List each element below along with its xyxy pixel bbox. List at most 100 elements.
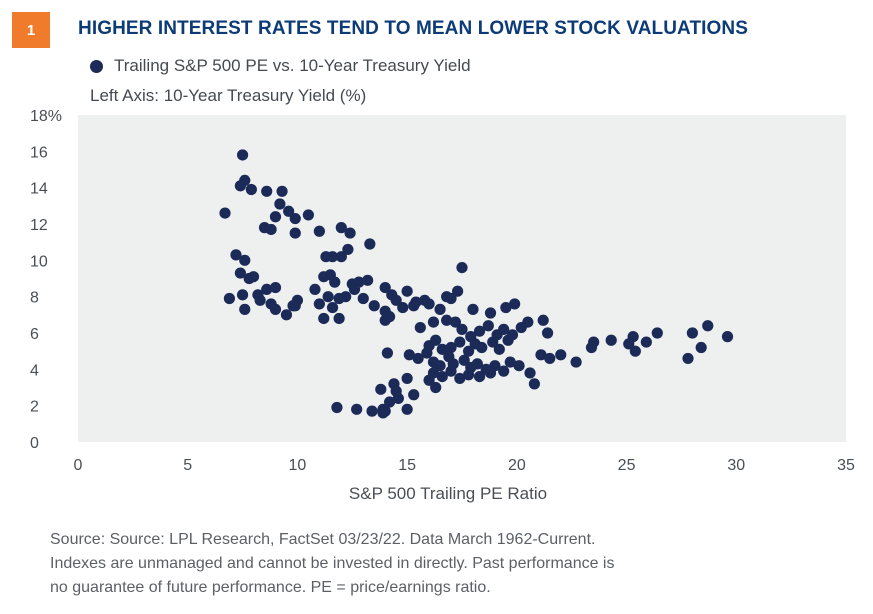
- data-point: [509, 298, 521, 310]
- data-point: [280, 309, 293, 321]
- plot-area: [78, 115, 846, 442]
- data-point: [379, 314, 391, 326]
- data-point: [234, 267, 246, 279]
- data-point: [528, 378, 541, 390]
- data-point: [686, 327, 699, 339]
- data-point: [423, 298, 435, 310]
- data-point: [366, 405, 378, 417]
- data-point: [269, 281, 282, 294]
- data-point: [445, 365, 457, 377]
- data-point: [498, 323, 510, 335]
- data-point: [269, 303, 282, 315]
- x-tick-label: 10: [289, 457, 307, 474]
- data-point: [449, 316, 462, 328]
- data-point: [342, 243, 354, 256]
- data-point: [401, 403, 413, 415]
- data-point: [682, 352, 694, 365]
- data-point: [441, 314, 453, 326]
- data-point: [544, 352, 556, 365]
- data-point: [269, 211, 282, 223]
- data-point: [535, 349, 547, 361]
- data-point: [383, 396, 396, 408]
- data-point: [329, 276, 341, 288]
- data-point: [313, 298, 325, 310]
- data-point: [364, 238, 376, 250]
- data-points: [219, 149, 734, 419]
- footnote-disclaimer: Indexes are unmanaged and cannot be inve…: [50, 555, 615, 572]
- data-point: [245, 183, 257, 196]
- data-point: [702, 320, 714, 332]
- footnotes: Source: Source: LPL Research, FactSet 03…: [50, 528, 850, 600]
- data-point: [351, 403, 363, 415]
- y-tick-label: 0: [30, 435, 39, 452]
- data-point: [333, 312, 345, 325]
- data-point: [408, 389, 420, 401]
- data-point: [368, 300, 380, 312]
- data-point: [375, 383, 387, 395]
- data-point: [247, 271, 260, 283]
- data-point: [239, 254, 251, 266]
- data-point: [390, 385, 402, 397]
- data-point: [524, 367, 536, 379]
- data-point: [588, 336, 600, 348]
- data-point: [436, 371, 448, 383]
- x-tick-label: 15: [398, 457, 416, 474]
- data-point: [261, 283, 273, 295]
- figure-number-badge: 1: [12, 12, 50, 48]
- data-point: [421, 347, 433, 359]
- y-axis-ticks: 0 2 4 6 8 10 12 14 16 18%: [30, 108, 62, 452]
- data-point: [403, 349, 415, 361]
- legend-label: Trailing S&P 500 PE vs. 10-Year Treasury…: [114, 56, 471, 75]
- data-point: [401, 285, 413, 297]
- data-point: [454, 372, 466, 385]
- data-point: [397, 301, 409, 314]
- data-point: [219, 207, 231, 219]
- legend: Trailing S&P 500 PE vs. 10-Year Treasury…: [90, 56, 471, 76]
- x-tick-label: 30: [727, 457, 745, 474]
- data-point: [274, 198, 286, 210]
- data-point: [326, 301, 339, 314]
- y-tick-label: 4: [30, 362, 39, 379]
- footnote-source: Source: Source: LPL Research, FactSet 03…: [50, 531, 596, 548]
- data-point: [498, 365, 510, 377]
- data-point: [430, 334, 442, 346]
- data-point: [335, 251, 347, 263]
- data-point: [234, 180, 246, 192]
- y-tick-label: 10: [30, 253, 48, 270]
- data-point: [386, 289, 398, 301]
- data-point: [473, 371, 486, 383]
- x-tick-label: 0: [74, 457, 83, 474]
- data-point: [487, 336, 499, 348]
- y-tick-label: 12: [30, 217, 48, 234]
- data-point: [629, 345, 641, 357]
- y-tick-label: 8: [30, 290, 39, 307]
- data-point: [289, 300, 301, 312]
- data-point: [482, 320, 494, 332]
- data-point: [537, 314, 549, 326]
- data-point: [289, 212, 301, 225]
- data-point: [344, 227, 356, 239]
- data-point: [381, 347, 393, 359]
- data-point: [430, 381, 442, 394]
- data-point: [541, 327, 554, 339]
- data-point: [254, 294, 266, 306]
- data-point: [513, 360, 525, 372]
- data-point: [555, 349, 567, 361]
- data-point: [379, 405, 391, 417]
- data-point: [456, 323, 468, 335]
- data-point: [414, 321, 426, 334]
- data-point: [471, 358, 483, 370]
- data-point: [456, 262, 468, 274]
- data-point: [570, 356, 582, 368]
- data-point: [313, 225, 325, 237]
- data-point: [434, 303, 446, 315]
- data-point: [331, 401, 343, 414]
- y-tick-label: 16: [30, 144, 48, 161]
- data-point: [695, 341, 707, 354]
- y-tick-label: 14: [30, 181, 48, 198]
- data-point: [357, 292, 369, 305]
- data-point: [401, 372, 413, 385]
- data-point: [340, 291, 352, 303]
- data-point: [484, 367, 497, 379]
- data-point: [322, 291, 334, 303]
